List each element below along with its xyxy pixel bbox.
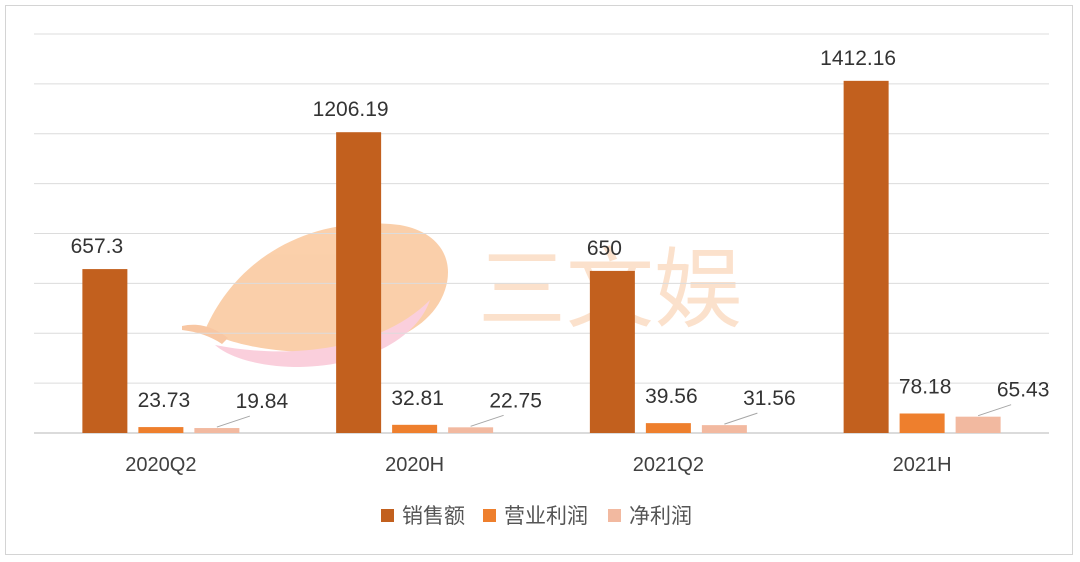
legend-swatch <box>608 509 621 522</box>
data-label: 657.3 <box>71 235 124 258</box>
legend-label: 营业利润 <box>504 505 588 528</box>
data-label: 39.56 <box>645 385 698 408</box>
data-label: 78.18 <box>899 376 952 399</box>
bar-2020H-0 <box>336 132 382 434</box>
data-label-leader <box>977 404 1012 417</box>
data-label: 31.56 <box>743 387 796 410</box>
bar-2021Q2-2 <box>701 425 747 433</box>
bar-2021Q2-1 <box>645 423 691 433</box>
bar-2020H-1 <box>392 424 438 433</box>
data-labels: 657.3 23.73 19.84 1206.19 32.81 22.75 650 39.56… <box>71 47 1050 428</box>
data-label: 22.75 <box>489 389 542 412</box>
x-tick-label: 2021Q2 <box>633 454 704 476</box>
data-label-leader <box>470 414 504 427</box>
x-tick-label: 2020H <box>385 454 444 476</box>
watermark-leaf-icon <box>205 223 448 353</box>
data-label-leader <box>216 415 251 428</box>
bar-2020Q2-2 <box>194 428 240 433</box>
data-label: 1412.16 <box>820 47 896 70</box>
legend-swatch <box>483 509 496 522</box>
bar-2021H-2 <box>955 416 1001 433</box>
watermark: 三文娱 <box>182 223 742 367</box>
data-label: 19.84 <box>236 390 289 413</box>
chart-frame <box>5 5 1073 555</box>
bars <box>82 80 1001 434</box>
gridlines <box>34 33 1049 434</box>
legend-label: 销售额 <box>402 505 465 528</box>
x-tick-label: 2021H <box>893 454 952 476</box>
watermark-stem-icon <box>182 324 228 344</box>
bar-2021H-1 <box>899 413 945 433</box>
bar-2020Q2-0 <box>82 269 128 433</box>
bar-2021Q2-0 <box>589 270 635 433</box>
data-label: 650 <box>587 237 622 260</box>
legend-swatch <box>381 509 394 522</box>
data-label: 65.43 <box>997 379 1050 402</box>
x-tick-label: 2020Q2 <box>125 454 196 476</box>
bar-2020H-2 <box>448 427 494 433</box>
data-label-leader <box>724 412 758 425</box>
legend-label: 净利润 <box>629 505 692 528</box>
legend: 销售额 营业利润 净利润 <box>381 505 692 528</box>
data-label: 32.81 <box>391 387 444 410</box>
bar-2020Q2-1 <box>138 427 184 433</box>
data-label: 23.73 <box>138 389 191 412</box>
data-label: 1206.19 <box>313 98 389 121</box>
bar-2021H-0 <box>843 80 889 434</box>
x-axis-ticks: 2020Q2 2020H 2021Q2 2021H <box>125 454 951 476</box>
